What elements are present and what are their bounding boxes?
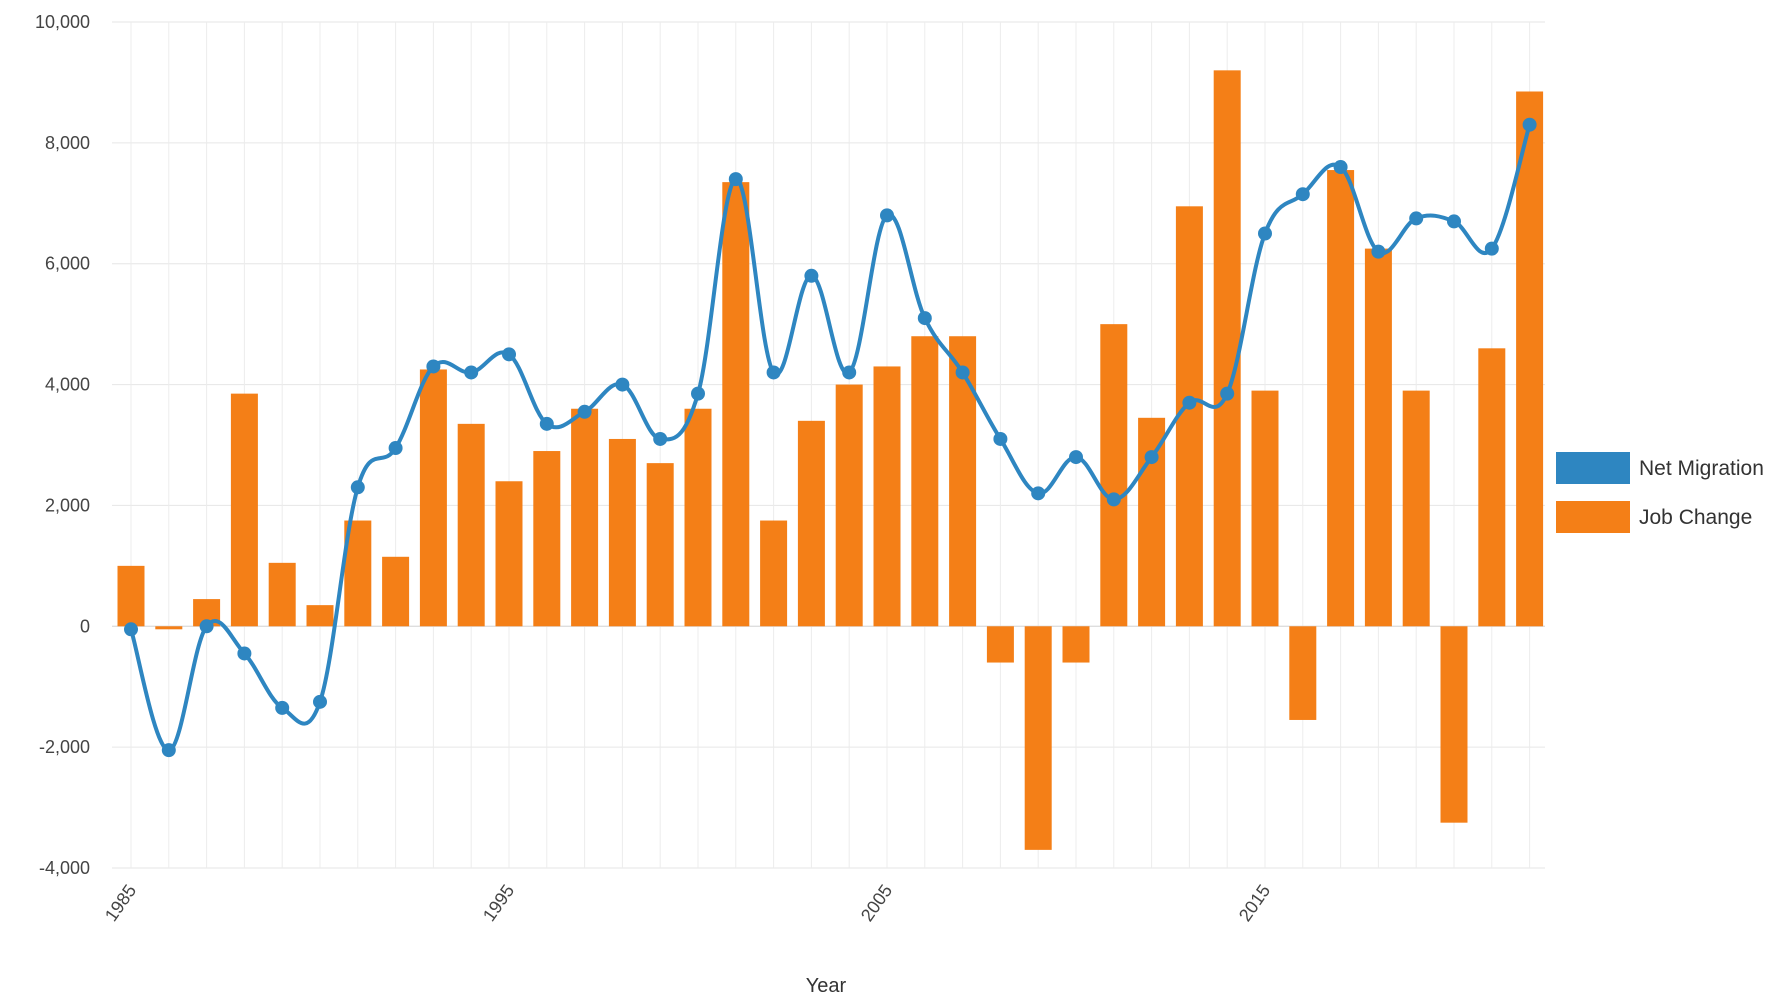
x-axis: 1985 1995 2005 2015 (101, 881, 1274, 925)
net-migration-point[interactable] (124, 622, 138, 637)
y-tick-label: -4,000 (39, 858, 90, 878)
legend[interactable]: Net Migration Job Change (1556, 452, 1764, 533)
net-migration-point[interactable] (1409, 211, 1424, 226)
net-migration-point[interactable] (1106, 492, 1121, 507)
net-migration-point[interactable] (1295, 187, 1310, 202)
job-change-bar[interactable] (1024, 626, 1052, 850)
job-change-bar[interactable] (986, 626, 1014, 663)
job-change-bar[interactable] (1213, 70, 1241, 627)
net-migration-point[interactable] (1333, 160, 1348, 175)
net-migration-point[interactable] (199, 619, 214, 634)
x-tick-label: 2005 (857, 881, 896, 925)
y-tick-label: -2,000 (39, 737, 90, 757)
y-tick-label: 0 (80, 616, 90, 636)
net-migration-point[interactable] (615, 377, 630, 392)
job-change-bar[interactable] (571, 408, 599, 627)
job-change-bar[interactable] (495, 481, 523, 627)
x-tick-label: 1995 (479, 881, 518, 925)
net-migration-point[interactable] (464, 365, 479, 380)
net-migration-point[interactable] (1484, 241, 1499, 256)
net-migration-point[interactable] (237, 646, 252, 661)
job-change-bar[interactable] (911, 336, 939, 627)
job-change-bar[interactable] (797, 420, 825, 627)
net-migration-point[interactable] (275, 700, 290, 715)
net-migration-point[interactable] (1258, 226, 1272, 241)
legend-label: Job Change (1639, 506, 1752, 529)
net-migration-point[interactable] (766, 365, 781, 380)
net-migration-point[interactable] (728, 172, 743, 187)
job-change-bar[interactable] (1327, 170, 1355, 627)
net-migration-point[interactable] (1522, 117, 1537, 132)
net-migration-path (129, 124, 1532, 753)
net-migration-point[interactable] (804, 268, 819, 283)
job-change-bar[interactable] (760, 520, 788, 627)
net-migration-point[interactable] (1182, 395, 1197, 410)
net-migration-point[interactable] (161, 743, 176, 758)
net-migration-point[interactable] (1144, 450, 1159, 465)
job-change-bar[interactable] (1251, 390, 1279, 627)
x-tick-label: 1985 (101, 881, 140, 925)
job-change-bar[interactable] (1478, 348, 1506, 627)
job-change-bar[interactable] (1440, 626, 1468, 823)
net-migration-point[interactable] (502, 347, 516, 362)
legend-swatch (1556, 501, 1630, 533)
net-migration-point[interactable] (955, 365, 970, 380)
x-tick-label: 2015 (1235, 881, 1274, 925)
net-migration-point[interactable] (653, 431, 668, 446)
net-migration-point[interactable] (1220, 386, 1235, 401)
job-change-bar[interactable] (1100, 324, 1128, 627)
job-change-bar[interactable] (155, 626, 183, 630)
job-change-bar[interactable] (117, 565, 145, 627)
legend-swatch (1556, 452, 1630, 484)
y-tick-label: 2,000 (45, 495, 90, 515)
job-change-bar[interactable] (835, 384, 863, 627)
job-change-bars (117, 70, 1544, 850)
net-migration-point[interactable] (842, 365, 857, 380)
job-change-bar[interactable] (684, 408, 712, 627)
job-change-bar[interactable] (457, 423, 485, 627)
y-tick-label: 4,000 (45, 375, 90, 395)
net-migration-line (124, 117, 1537, 758)
job-change-bar[interactable] (1516, 91, 1544, 627)
job-change-bar[interactable] (608, 438, 636, 627)
y-tick-label: 10,000 (35, 12, 90, 32)
job-change-bar[interactable] (382, 556, 410, 627)
net-migration-point[interactable] (350, 480, 365, 495)
job-change-bar[interactable] (873, 366, 901, 627)
job-change-bar[interactable] (646, 463, 674, 627)
job-change-bar[interactable] (419, 369, 447, 627)
job-change-bar[interactable] (533, 451, 561, 627)
y-axis: -4,000 -2,000 0 2,000 4,000 6,000 8,000 10,000 (35, 12, 90, 878)
job-change-bar[interactable] (1289, 626, 1317, 720)
net-migration-point[interactable] (539, 416, 554, 431)
job-change-bar[interactable] (1138, 417, 1166, 627)
x-axis-title: Year (806, 975, 847, 997)
job-change-bar[interactable] (230, 393, 258, 627)
net-migration-point[interactable] (993, 431, 1008, 446)
job-change-bar[interactable] (1062, 626, 1090, 663)
net-migration-point[interactable] (691, 386, 705, 401)
job-change-bar[interactable] (1402, 390, 1430, 627)
net-migration-point[interactable] (880, 208, 894, 223)
net-migration-point[interactable] (917, 311, 932, 326)
legend-label: Net Migration (1639, 457, 1764, 480)
job-change-bar[interactable] (949, 336, 977, 627)
net-migration-point[interactable] (313, 694, 327, 709)
net-migration-point[interactable] (577, 404, 592, 419)
net-migration-point[interactable] (1447, 214, 1461, 229)
y-tick-label: 8,000 (45, 133, 90, 153)
net-migration-point[interactable] (1371, 244, 1386, 259)
job-change-bar[interactable] (1364, 248, 1392, 627)
net-migration-point[interactable] (1069, 450, 1083, 465)
job-change-bar[interactable] (722, 182, 750, 627)
net-migration-point[interactable] (388, 441, 403, 456)
job-change-bar[interactable] (306, 605, 334, 627)
job-change-bar[interactable] (268, 562, 296, 627)
net-migration-point[interactable] (1031, 486, 1046, 501)
y-tick-label: 6,000 (45, 254, 90, 274)
net-migration-point[interactable] (426, 359, 441, 374)
